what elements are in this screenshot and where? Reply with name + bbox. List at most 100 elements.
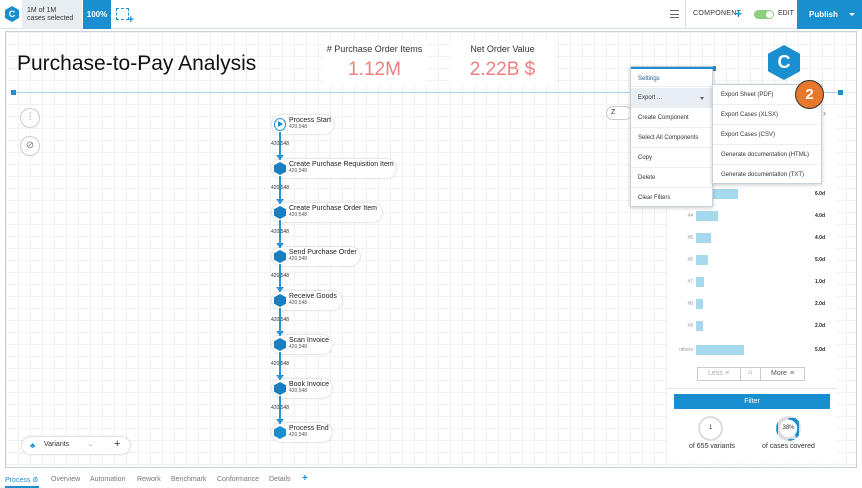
- menu-item-clear-filters[interactable]: Clear Filters: [638, 195, 671, 201]
- top-bar: C 1M of 1M cases selected 100% COMPONENT…: [0, 0, 862, 29]
- tab-label: Process: [5, 477, 31, 484]
- edit-toggle[interactable]: [754, 10, 774, 19]
- step-badge: 2: [795, 80, 824, 109]
- tab-automation[interactable]: Automation: [90, 476, 126, 483]
- process-edge[interactable]: [276, 264, 284, 292]
- activity-hex-icon: [274, 382, 286, 395]
- selection-percent[interactable]: 100%: [83, 0, 111, 29]
- tab-conformance[interactable]: Conformance: [217, 476, 260, 483]
- node-count: 420,548: [289, 300, 308, 306]
- resize-handle[interactable]: [838, 90, 843, 95]
- node-count: 420,548: [289, 432, 308, 438]
- variant-bar[interactable]: [696, 299, 703, 309]
- tab-benchmark[interactable]: Benchmark: [171, 476, 207, 483]
- variant-bar[interactable]: [696, 345, 744, 355]
- edge-label: 420,548: [271, 229, 290, 235]
- variant-bar[interactable]: [696, 233, 711, 243]
- menu-item-doc-html[interactable]: Generate documentation (HTML): [713, 145, 821, 165]
- chevron-right-icon[interactable]: ›: [823, 108, 826, 118]
- process-edge[interactable]: [276, 132, 284, 160]
- menu-item-export[interactable]: Export ...: [631, 88, 713, 108]
- menu-item-select-all[interactable]: Select All Components: [631, 128, 713, 148]
- variant-row-label: #9: [687, 323, 693, 329]
- variant-duration: 6.0d: [815, 191, 826, 197]
- edit-label: EDIT: [778, 10, 794, 17]
- filter-button[interactable]: Filter: [674, 394, 830, 409]
- variant-row-label: #6: [687, 257, 693, 263]
- variant-row-label: #5: [687, 235, 693, 241]
- tab-details[interactable]: Details: [269, 476, 291, 483]
- celonis-logo-icon: C: [5, 6, 19, 22]
- process-edge[interactable]: [276, 176, 284, 204]
- context-menu: Settings Export ... Create Component Sel…: [630, 66, 713, 207]
- variant-duration: 2.0d: [815, 301, 826, 307]
- activity-hex-icon: [274, 338, 286, 351]
- menu-icon[interactable]: [670, 10, 679, 18]
- kpi-net-order-value[interactable]: Net Order Value 2.22B $: [450, 40, 555, 85]
- node-name: Receive Goods: [289, 293, 337, 300]
- menu-item-delete[interactable]: Delete: [631, 168, 713, 188]
- kpi-label: Net Order Value: [470, 44, 535, 54]
- more-button[interactable]: More: [771, 370, 787, 377]
- process-edge[interactable]: [276, 220, 284, 248]
- tab-rework[interactable]: Rework: [137, 476, 161, 483]
- divider: [740, 368, 741, 380]
- divider: [685, 0, 686, 29]
- menu-item-copy[interactable]: Copy: [631, 148, 713, 168]
- resize-handle[interactable]: [711, 66, 716, 71]
- menu-item-export-csv[interactable]: Export Cases (CSV): [713, 125, 821, 145]
- coverage-caption: of cases covered: [762, 443, 815, 450]
- node-name: Create Purchase Requisition Item: [289, 161, 394, 168]
- variant-bar[interactable]: [696, 255, 708, 265]
- menu-item-export-xlsx[interactable]: Export Cases (XLSX): [713, 105, 821, 125]
- variant-bar[interactable]: [696, 189, 738, 199]
- node-count: 420,548: [289, 212, 308, 218]
- publish-label: Publish: [809, 10, 838, 19]
- filter-tool-icon[interactable]: ⫶: [20, 108, 40, 128]
- edge-label: 420,548: [271, 361, 290, 367]
- add-selection-icon[interactable]: [116, 8, 134, 26]
- variants-minus-button[interactable]: −: [88, 440, 94, 450]
- menu-item-doc-txt[interactable]: Generate documentation (TXT): [721, 172, 805, 178]
- node-name: Process End: [289, 425, 329, 432]
- process-edge[interactable]: [276, 396, 284, 424]
- zoom-control[interactable]: Z: [606, 106, 632, 120]
- variant-row-label: #8: [687, 301, 693, 307]
- activity-hex-icon: [274, 206, 286, 219]
- tab-overview[interactable]: Overview: [51, 476, 81, 483]
- process-edge[interactable]: [276, 308, 284, 336]
- home-icon[interactable]: ⌂: [748, 369, 753, 376]
- variant-row-label: others: [679, 347, 693, 353]
- variant-bar[interactable]: [696, 321, 703, 331]
- case-selection-indicator[interactable]: 1M of 1M cases selected: [22, 0, 82, 29]
- variants-control: ♣ Variants − +: [22, 437, 130, 454]
- variant-bar[interactable]: [696, 211, 718, 221]
- add-component-icon[interactable]: +: [735, 7, 743, 21]
- variant-count-ring: 1: [698, 416, 723, 441]
- tab-process[interactable]: Process ⚙: [5, 476, 39, 488]
- menu-item-create-component[interactable]: Create Component: [631, 108, 713, 128]
- less-button[interactable]: Less: [708, 370, 723, 377]
- node-count: 420,548: [289, 124, 308, 130]
- node-name: Send Purchase Order: [289, 249, 357, 256]
- variant-duration: 4.0d: [815, 213, 826, 219]
- hide-eye-icon[interactable]: ⊘: [20, 136, 40, 156]
- process-edge[interactable]: [276, 352, 284, 380]
- stop-hex-icon: [274, 426, 286, 439]
- component-label: COMPONENT: [693, 10, 742, 17]
- page-title: Purchase-to-Pay Analysis: [17, 52, 257, 75]
- menu-item-settings[interactable]: Settings: [631, 67, 713, 87]
- variants-plus-button[interactable]: +: [114, 438, 121, 450]
- publish-button[interactable]: Publish: [797, 0, 862, 29]
- menu-item-export-pdf[interactable]: Export Sheet (PDF): [713, 85, 821, 105]
- variant-bar[interactable]: [696, 277, 704, 287]
- node-count: 420,548: [289, 344, 308, 350]
- variant-duration: 5.0d: [815, 257, 826, 263]
- kpi-label: # Purchase Order Items: [326, 44, 423, 54]
- kpi-purchase-order-items[interactable]: # Purchase Order Items 1.12M: [322, 40, 427, 85]
- chevron-down-icon[interactable]: [849, 13, 855, 19]
- gear-icon[interactable]: ⚙: [32, 477, 39, 484]
- node-count: 420,548: [289, 388, 308, 394]
- add-tab-button[interactable]: +: [302, 473, 308, 484]
- resize-handle[interactable]: [11, 90, 16, 95]
